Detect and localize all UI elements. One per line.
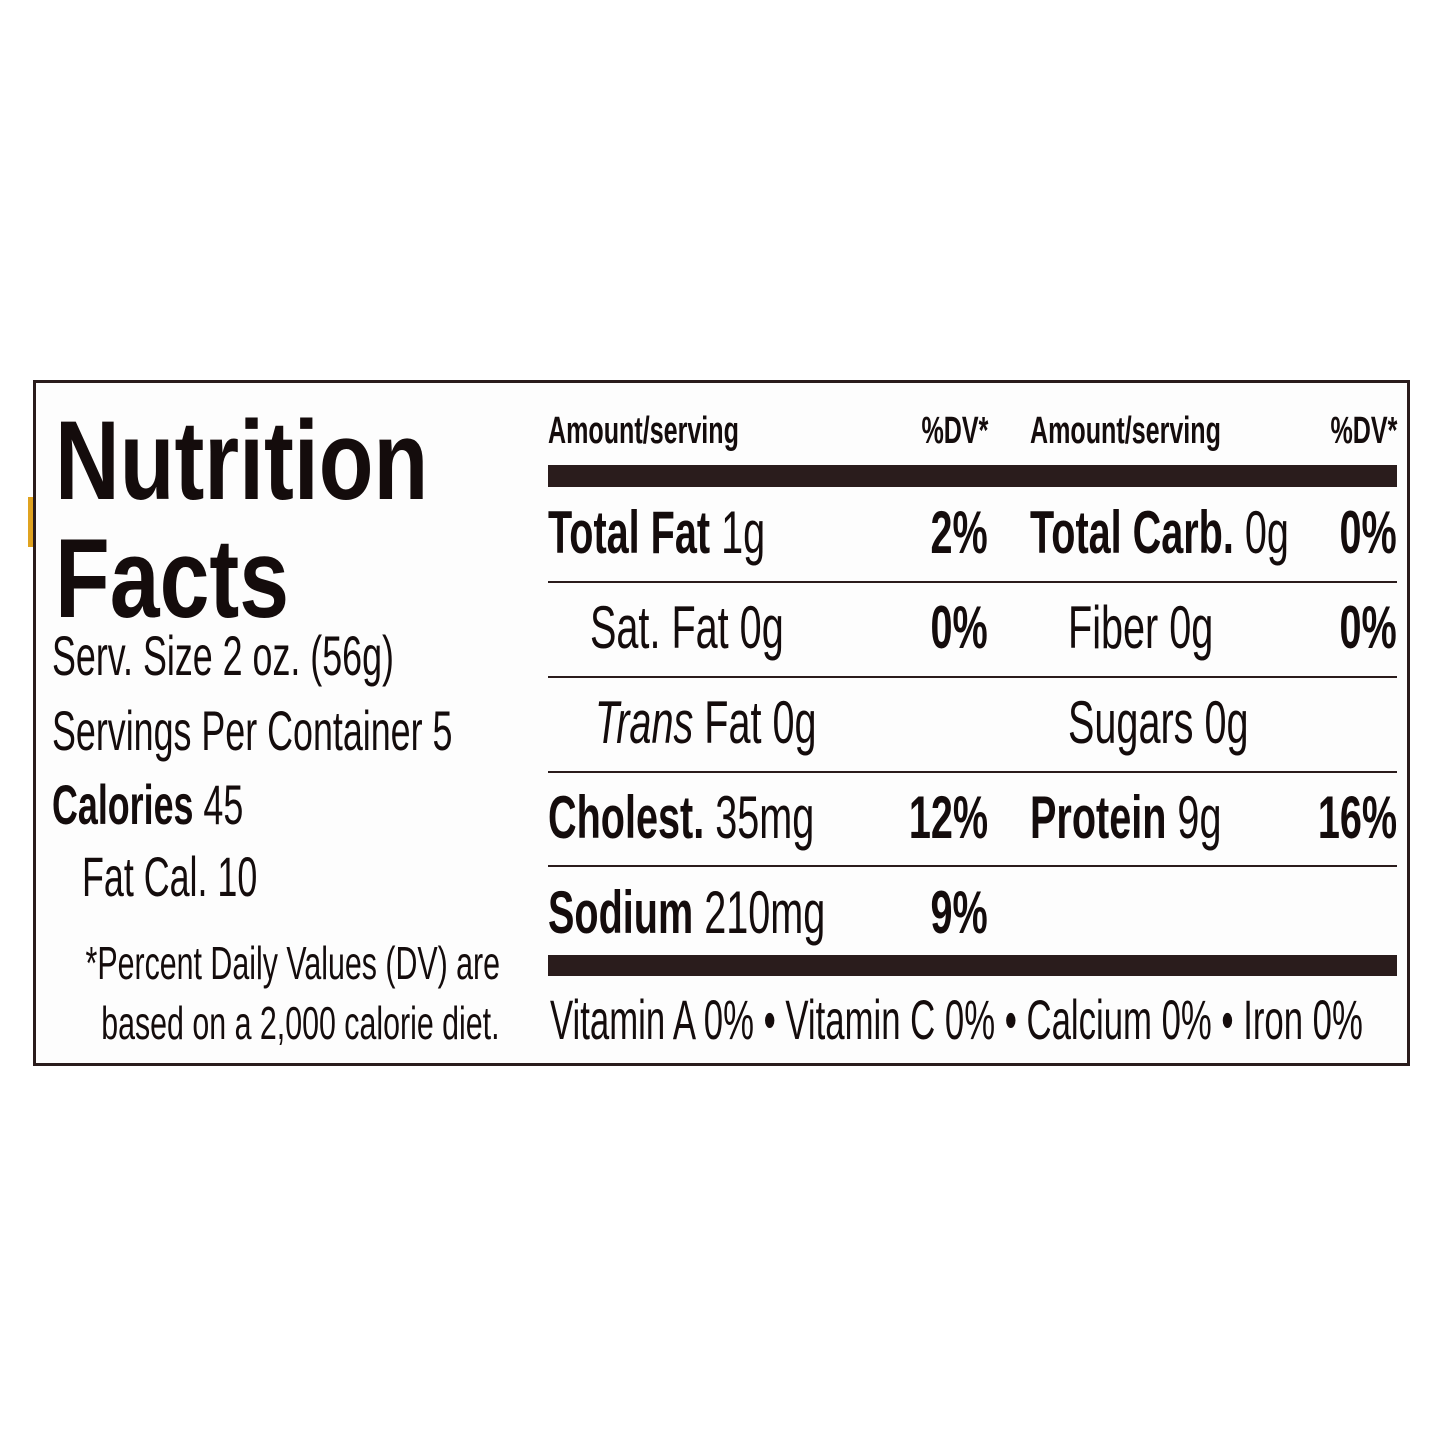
- nutrient-amount: 9g: [1177, 784, 1222, 851]
- dv-cholesterol: 12%: [908, 784, 988, 851]
- dv-fiber: 0%: [1339, 594, 1397, 661]
- nutrient-label: Trans: [595, 689, 694, 756]
- nutrient-amount: 0g: [739, 594, 784, 661]
- nutrient-amount: 0g: [1169, 594, 1214, 661]
- thick-rule-bottom: [548, 955, 1397, 976]
- nutrient-label: Fiber: [1068, 594, 1159, 661]
- row-total-fat: Total Fat 1g: [548, 503, 765, 563]
- nutrient-amount: 0g: [1204, 689, 1249, 756]
- nutrient-amount: Fat 0g: [704, 689, 817, 756]
- nutrient-amount: 210mg: [704, 879, 826, 946]
- row-protein: Protein 9g: [1030, 788, 1221, 848]
- calories-label: Calories: [52, 773, 194, 836]
- row-trans-fat: Trans Fat 0g: [595, 693, 817, 753]
- row-sodium: Sodium 210mg: [548, 883, 825, 943]
- nutrient-amount: 1g: [721, 499, 766, 566]
- dv-protein: 16%: [1317, 784, 1397, 851]
- servings-per-container: Servings Per Container 5: [52, 699, 453, 762]
- vitamins-line: Vitamin A 0% • Vitamin C 0% • Calcium 0%…: [550, 988, 1363, 1051]
- header-amount-left: Amount/serving: [548, 410, 739, 452]
- dv-sat-fat: 0%: [930, 594, 988, 661]
- dv-sodium: 9%: [930, 879, 988, 946]
- row-fiber: Fiber 0g: [1068, 598, 1213, 658]
- edge-accent: [28, 497, 33, 547]
- nutrition-facts-panel: [33, 380, 1410, 1066]
- row-sat-fat: Sat. Fat 0g: [590, 598, 784, 658]
- nutrient-label: Sugars: [1068, 689, 1194, 756]
- serving-size: Serv. Size 2 oz. (56g): [52, 624, 394, 687]
- header-amount-right: Amount/serving: [1030, 410, 1221, 452]
- thick-rule-top: [548, 465, 1397, 487]
- title-nutrition: Nutrition: [55, 398, 429, 523]
- calories: Calories 45: [52, 777, 243, 833]
- fat-calories: Fat Cal. 10: [82, 845, 258, 908]
- rule: [548, 581, 1397, 583]
- footnote-line-2: based on a 2,000 calorie diet.: [101, 997, 500, 1049]
- nutrient-label: Total Carb.: [1030, 499, 1234, 566]
- nutrient-label: Sat. Fat: [590, 594, 729, 661]
- header-dv-left: %DV*: [921, 410, 988, 452]
- nutrient-label: Protein: [1030, 784, 1167, 851]
- nutrient-label: Sodium: [548, 879, 694, 946]
- rule: [548, 865, 1397, 867]
- rule: [548, 771, 1397, 773]
- row-sugars: Sugars 0g: [1068, 693, 1249, 753]
- nutrient-amount: 0g: [1244, 499, 1289, 566]
- rule: [548, 676, 1397, 678]
- dv-total-carb: 0%: [1339, 499, 1397, 566]
- header-dv-right: %DV*: [1330, 410, 1397, 452]
- calories-value: 45: [203, 773, 244, 836]
- footnote-line-1: *Percent Daily Values (DV) are: [85, 937, 500, 989]
- title-facts: Facts: [55, 516, 290, 641]
- dv-total-fat: 2%: [930, 499, 988, 566]
- row-total-carb: Total Carb. 0g: [1030, 503, 1289, 563]
- nutrient-label: Cholest.: [548, 784, 705, 851]
- nutrient-amount: 35mg: [715, 784, 815, 851]
- nutrient-label: Total Fat: [548, 499, 711, 566]
- row-cholesterol: Cholest. 35mg: [548, 788, 814, 848]
